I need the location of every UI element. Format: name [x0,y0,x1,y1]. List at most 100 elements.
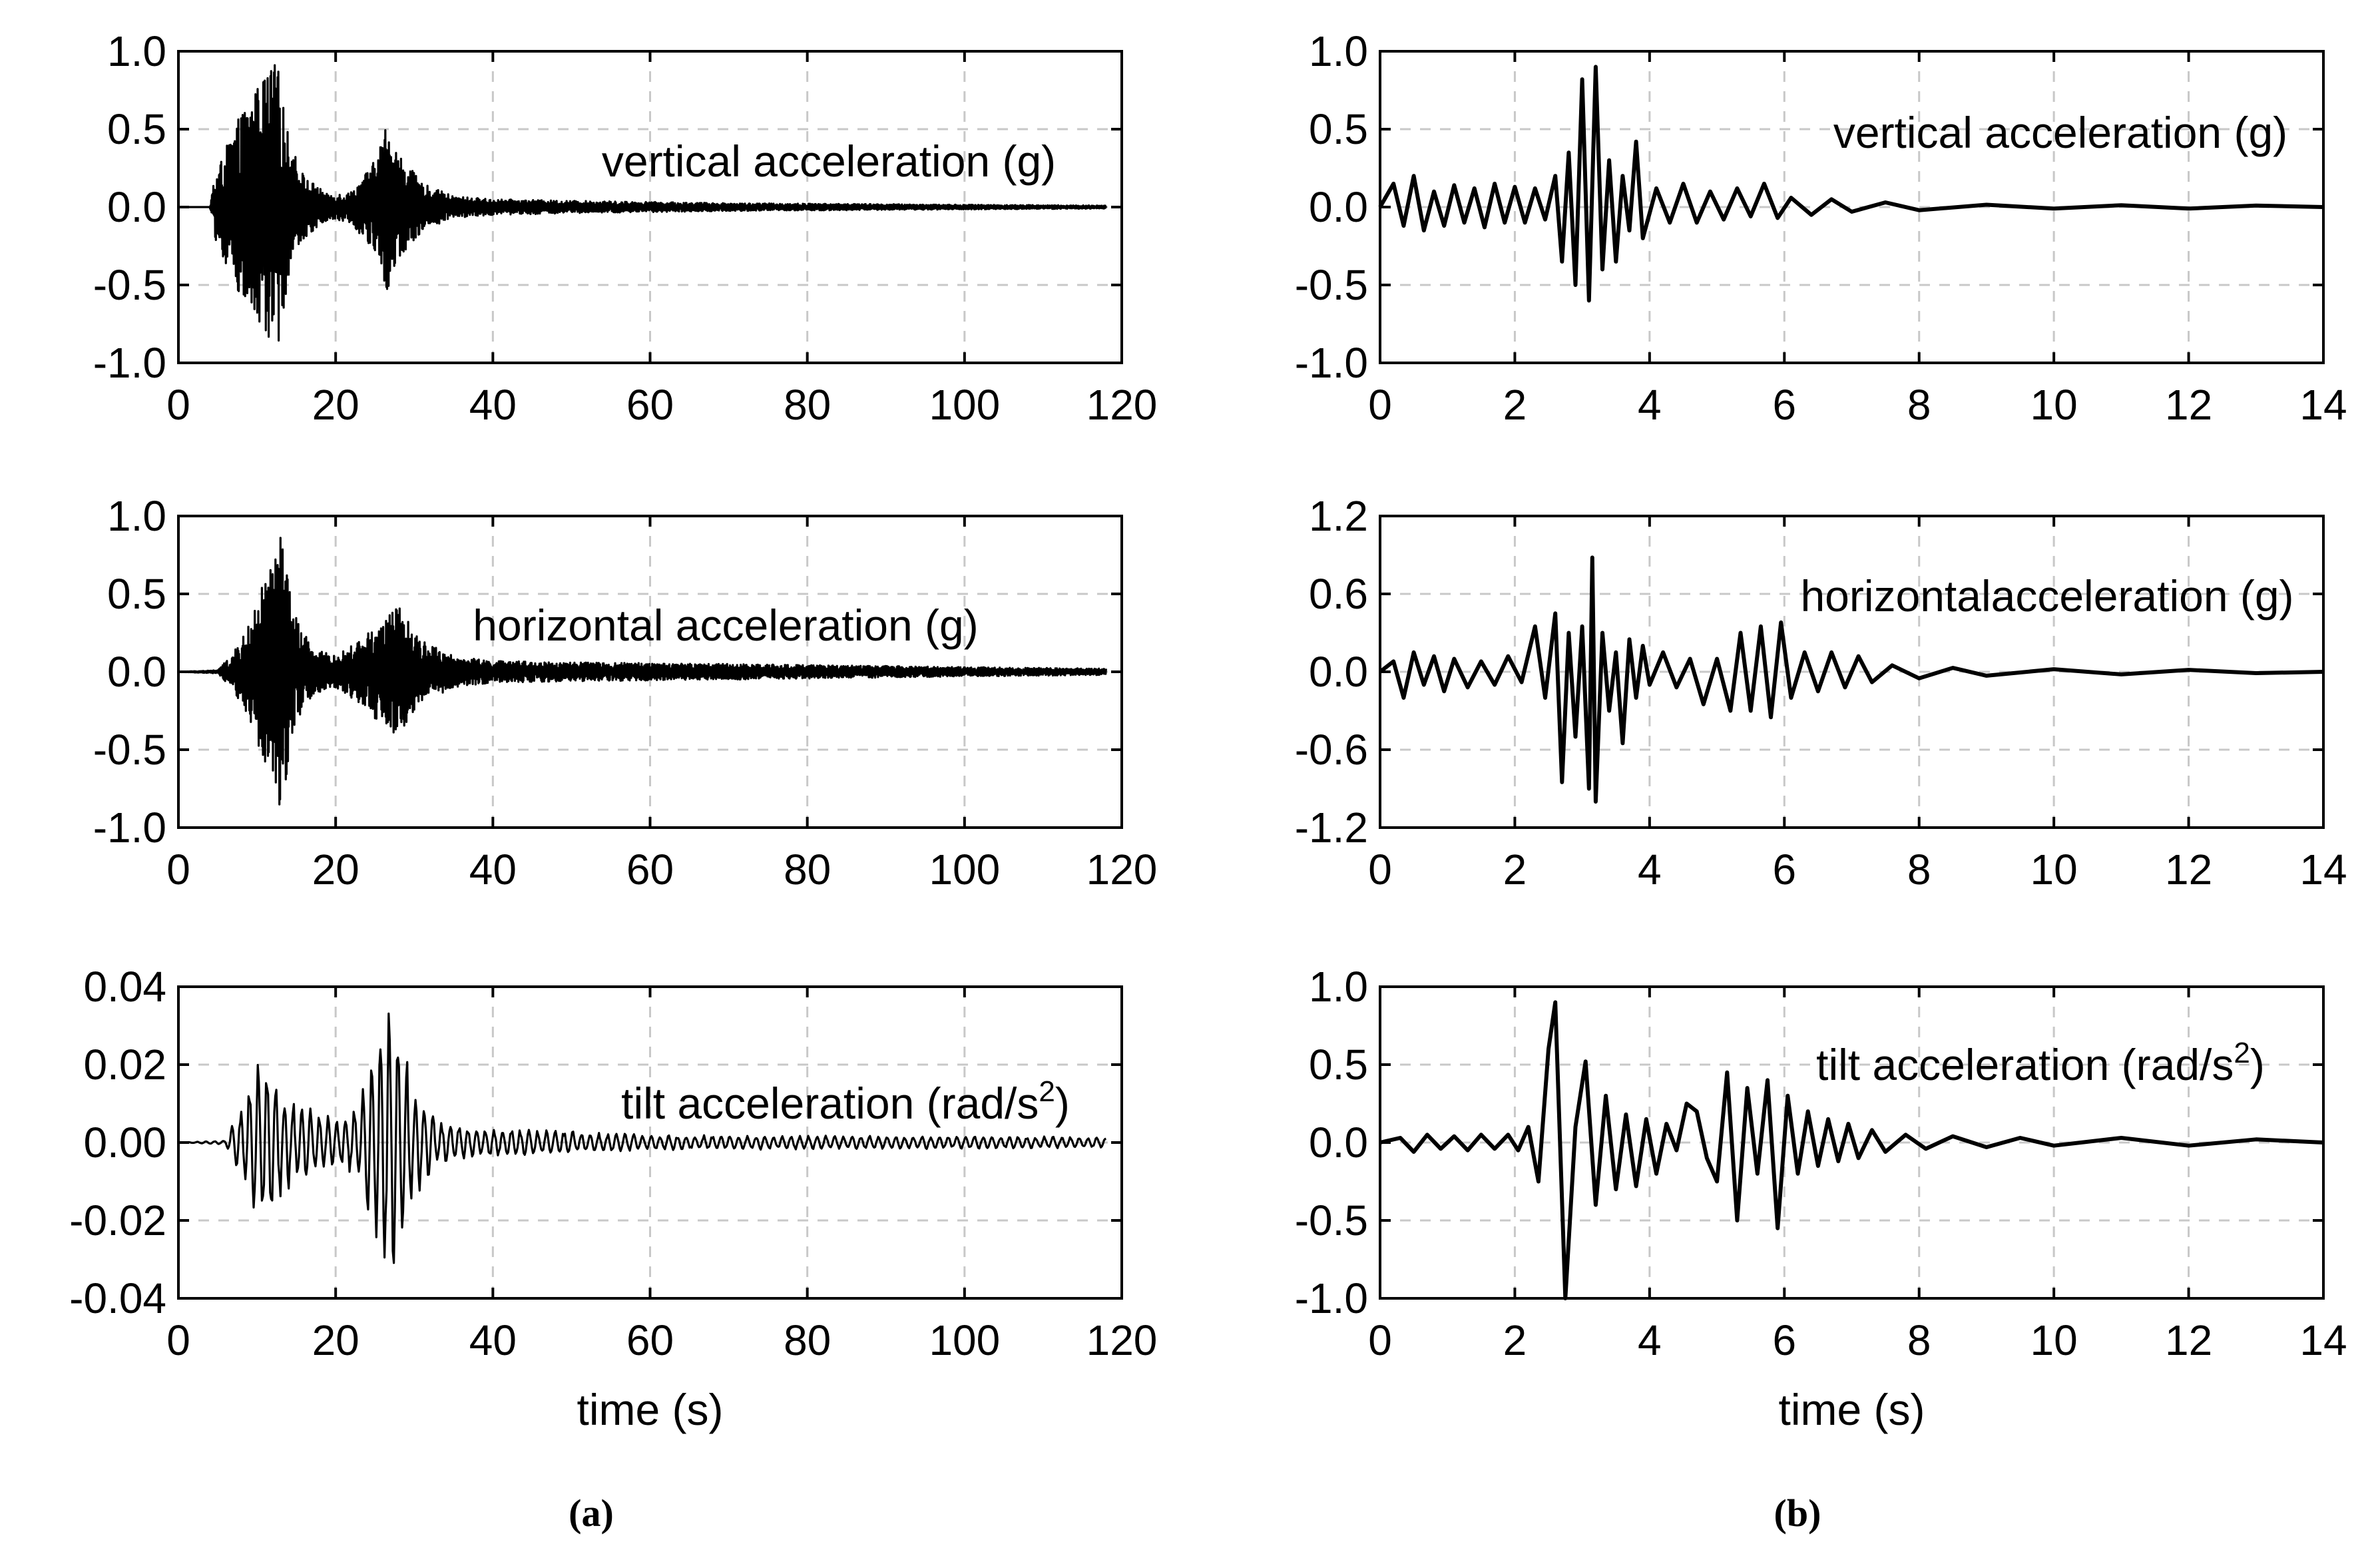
chart-b-tilt-ytick-label-0: -1.0 [1295,1274,1368,1322]
chart-b-horizontal-series-line [1379,555,2324,804]
chart-b-vertical-xtick-label-7: 14 [2299,381,2347,429]
chart-b-vertical-xtick-label-2: 4 [1638,381,1662,429]
chart-a-tilt-ytick-label-0: -0.04 [69,1274,166,1322]
chart-a-tilt-xlabel: time (s) [577,1385,724,1434]
chart-a-tilt-xtick-label-6: 120 [1086,1316,1158,1364]
chart-a-tilt-xtick-label-3: 60 [626,1316,674,1364]
chart-a-horizontal-ytick-label-4: 1.0 [107,492,166,540]
chart-b-vertical-ytick-label-4: 1.0 [1309,27,1368,75]
chart-b-tilt-label-end: ) [2250,1040,2265,1089]
chart-b-tilt-xtick-label-5: 10 [2030,1316,2078,1364]
chart-b-vertical-ytick-label-3: 0.5 [1309,105,1368,153]
chart-b-tilt-xtick-label-3: 6 [1772,1316,1796,1364]
chart-b-horizontal-xtick-label-2: 4 [1638,846,1662,894]
chart-a-vertical: 0 20 40 60 80 100 120 -1.0 -0.5 0.0 0.5 1.0 vertical… [93,27,1158,429]
chart-b-tilt-ytick-label-3: 0.5 [1309,1041,1368,1089]
chart-b-horizontal-xtick-label-0: 0 [1368,846,1392,894]
chart-a-tilt-xtick-label-0: 0 [166,1316,190,1364]
chart-a-horizontal-xtick-label-1: 20 [312,846,359,894]
chart-a-tilt-ytick-label-1: -0.02 [69,1196,166,1244]
chart-b-vertical-ytick-label-1: -0.5 [1295,261,1368,309]
chart-b-vertical-ytick-label-0: -1.0 [1295,339,1368,387]
chart-a-tilt-ytick-label-3: 0.02 [83,1041,166,1089]
chart-a-tilt-xtick-label-4: 80 [784,1316,831,1364]
chart-b-tilt-series-line [1379,1000,2324,1300]
chart-b-tilt-xtick-label-1: 2 [1503,1316,1527,1364]
chart-b-tilt-xtick-label-2: 4 [1638,1316,1662,1364]
chart-a-horizontal: 0 20 40 60 80 100 120 -1.0 -0.5 0.0 0.5 1.0 horizont… [93,492,1158,894]
chart-b-tilt-xtick-label-0: 0 [1368,1316,1392,1364]
chart-b-vertical-label: vertical acceleration (g) [1833,108,2287,157]
caption-a: (a) [569,1491,614,1535]
chart-a-vertical-xtick-label-0: 0 [166,381,190,429]
chart-b-vertical-xtick-label-5: 10 [2030,381,2078,429]
chart-b-tilt: 0 2 4 6 8 10 12 14 -1.0 -0.5 0.0 0.5 1.0 tilt acceler… [1295,963,2347,1434]
chart-a-tilt-xtick-label-2: 40 [469,1316,517,1364]
chart-a-horizontal-series-line [177,537,1107,806]
chart-b-tilt-xtick-label-4: 8 [1907,1316,1931,1364]
chart-b-tilt-ytick-label-1: -0.5 [1295,1196,1368,1244]
chart-b-horizontal-xtick-label-1: 2 [1503,846,1527,894]
chart-a-tilt-xtick-label-1: 20 [312,1316,359,1364]
chart-b-tilt-xtick-label-6: 12 [2165,1316,2212,1364]
chart-a-horizontal-xtick-label-3: 60 [626,846,674,894]
chart-b-horizontal-xtick-label-5: 10 [2030,846,2078,894]
chart-a-vertical-xtick-label-4: 80 [784,381,831,429]
chart-b-tilt-ytick-label-4: 1.0 [1309,963,1368,1011]
chart-b-vertical-xtick-label-0: 0 [1368,381,1392,429]
chart-b-horizontal-xtick-label-4: 8 [1907,846,1931,894]
chart-a-horizontal-ytick-label-3: 0.5 [107,570,166,618]
chart-a-vertical-ytick-label-4: 1.0 [107,27,166,75]
chart-b-vertical-series-line [1378,65,2324,303]
chart-b-horizontal-ytick-label-0: -1.2 [1295,804,1368,852]
chart-b-horizontal-label: horizontalacceleration (g) [1800,571,2293,621]
chart-b-horizontal-xtick-label-6: 12 [2165,846,2212,894]
chart-b-tilt-xtick-label-7: 14 [2299,1316,2347,1364]
chart-a-horizontal-xtick-label-5: 100 [929,846,1000,894]
chart-a-tilt-ytick-label-4: 0.04 [83,963,166,1011]
chart-b-horizontal: 0 2 4 6 8 10 12 14 -1.2 -0.6 0.0 0.6 1.2 horizontalac… [1295,492,2347,894]
chart-b-tilt-ytick-label-2: 0.0 [1309,1119,1368,1166]
chart-a-horizontal-ytick-label-1: -0.5 [93,726,166,774]
chart-b-vertical-ytick-label-2: 0.0 [1309,183,1368,231]
chart-b-horizontal-ytick-label-1: -0.6 [1295,726,1368,774]
chart-a-horizontal-xtick-label-0: 0 [166,846,190,894]
chart-b-tilt-label-superscript: 2 [2234,1037,2250,1069]
chart-a-vertical-xtick-label-6: 120 [1086,381,1158,429]
chart-a-vertical-xtick-label-5: 100 [929,381,1000,429]
chart-b-vertical-xtick-label-4: 8 [1907,381,1931,429]
chart-b-tilt-xlabel: time (s) [1779,1385,1925,1434]
chart-a-horizontal-xtick-label-2: 40 [469,846,517,894]
chart-b-horizontal-xtick-label-7: 14 [2299,846,2347,894]
chart-b-tilt-label: tilt acceleration (rad/s2) [1816,1037,2265,1089]
chart-b-horizontal-ytick-label-4: 1.2 [1309,492,1368,540]
chart-a-tilt-label-end: ) [1055,1079,1070,1128]
chart-b-horizontal-xtick-label-3: 6 [1772,846,1796,894]
chart-b-vertical-xtick-label-6: 12 [2165,381,2212,429]
chart-a-vertical-xtick-label-2: 40 [469,381,517,429]
caption-b: (b) [1774,1491,1821,1535]
chart-b-vertical: 0 2 4 6 8 10 12 14 -1.0 -0.5 0.0 0.5 1.0 vertical acc… [1295,27,2347,429]
chart-a-vertical-xtick-label-1: 20 [312,381,359,429]
chart-b-vertical-xtick-label-3: 6 [1772,381,1796,429]
chart-b-horizontal-ytick-label-2: 0.0 [1309,648,1368,696]
chart-b-horizontal-ytick-label-3: 0.6 [1309,570,1368,618]
chart-a-tilt-label-superscript: 2 [1039,1075,1055,1108]
chart-a-tilt-xtick-label-5: 100 [929,1316,1000,1364]
chart-a-vertical-ytick-label-2: 0.0 [107,183,166,231]
chart-a-tilt-label: tilt acceleration (rad/s2) [621,1075,1070,1128]
chart-a-tilt: 0 20 40 60 80 100 120 -0.04 -0.02 0.00 0.02 0.04 til… [69,963,1157,1434]
chart-a-tilt-ytick-label-2: 0.00 [83,1119,166,1166]
panels: 0 20 40 60 80 100 120-1.0-0.50.00.51.0vertical… [69,27,2347,1434]
chart-a-horizontal-xtick-label-6: 120 [1086,846,1158,894]
chart-a-vertical-ytick-label-1: -0.5 [93,261,166,309]
chart-a-tilt-series-line [178,1012,1106,1264]
chart-a-vertical-ytick-label-3: 0.5 [107,105,166,153]
chart-a-vertical-series-line [177,64,1107,342]
chart-a-horizontal-xtick-label-4: 80 [784,846,831,894]
chart-a-horizontal-ytick-label-0: -1.0 [93,804,166,852]
chart-a-horizontal-ytick-label-2: 0.0 [107,648,166,696]
chart-a-vertical-ytick-label-0: -1.0 [93,339,166,387]
